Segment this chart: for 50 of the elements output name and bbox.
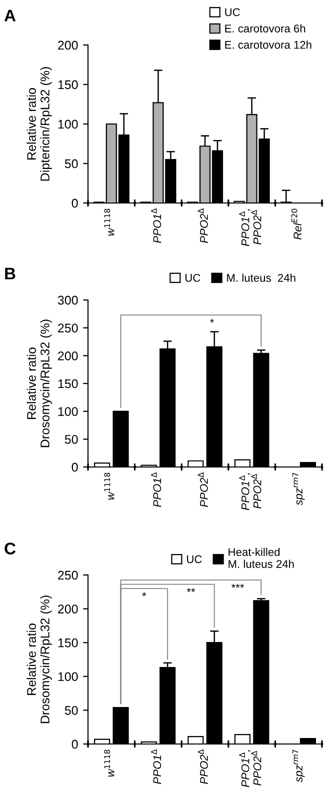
y-tick-label: 150: [58, 379, 78, 388]
x-tick-label: PPO1$^{Δ}$: [151, 208, 162, 243]
y-axis-title: Relative ratio Drosomycin/RpL32 (%): [26, 320, 52, 448]
chart-title: B: [5, 268, 16, 280]
legend-label: M. luteus 24h: [227, 274, 296, 282]
y-tick-label: 0: [72, 198, 78, 208]
legend-label: UC: [225, 8, 240, 16]
x-tick-label: spz$^{rm7}$: [292, 472, 305, 506]
x-tick-label: PPO1$^{Δ}$: [151, 749, 162, 784]
x-tick-label: PPO2$^{Δ}$: [198, 749, 208, 784]
y-tick-label: 150: [58, 638, 78, 648]
y-tick-label: 250: [58, 324, 78, 332]
y-axis-title: Relative ratio Diptericin/RpL32 (%): [26, 67, 52, 181]
x-tick-label: Rel$^{E20}$: [291, 208, 302, 240]
legend-label: Heat-killed M. luteus 24h: [228, 548, 294, 568]
y-tick-label: 100: [58, 407, 78, 416]
x-tick-label: PPO1$^{Δ}$, PPO2$^{Δ}$: [239, 209, 262, 246]
chart-title: A: [4, 10, 16, 22]
y-tick-label: 250: [58, 570, 78, 580]
y-axis-title: Relative ratio Drosomycin/RpL32 (%): [26, 596, 52, 724]
annotation: ***: [231, 584, 244, 588]
y-tick-label: 50: [64, 159, 78, 168]
y-tick-label: 50: [64, 706, 78, 715]
y-tick-label: 50: [64, 434, 78, 444]
x-tick-label: w$^{1118}$: [104, 750, 114, 777]
annotation: *: [210, 318, 214, 323]
x-tick-label: w$^{1118}$: [104, 472, 114, 500]
legend-label: E. carotovora 12h: [225, 40, 312, 49]
y-tick-label: 150: [58, 80, 78, 90]
y-tick-label: 200: [58, 604, 78, 614]
annotation: **: [186, 588, 196, 592]
x-tick-label: PPO2$^{Δ}$: [198, 472, 208, 507]
y-tick-label: 300: [58, 296, 78, 305]
y-tick-label: 0: [72, 740, 78, 749]
y-tick-label: 100: [58, 672, 78, 682]
x-tick-label: PPO1$^{Δ}$: [151, 472, 162, 507]
chart-title: C: [4, 542, 16, 554]
annotation: *: [142, 592, 146, 596]
legend-label: UC: [187, 555, 202, 564]
legend-label: E. carotovora 6h: [225, 24, 306, 32]
x-tick-label: PPO1$^{Δ}$, PPO2$^{Δ}$: [239, 750, 262, 788]
y-tick-label: 200: [58, 40, 78, 50]
y-tick-label: 100: [58, 120, 78, 129]
x-tick-label: spz$^{rm7}$: [292, 750, 305, 782]
y-tick-label: 200: [58, 351, 78, 360]
x-tick-label: PPO2$^{Δ}$: [198, 208, 208, 243]
x-tick-label: w$^{1118}$: [104, 208, 114, 236]
x-tick-label: PPO1$^{Δ}$, PPO2$^{Δ}$: [239, 473, 262, 510]
legend-label: UC: [185, 274, 200, 282]
y-tick-label: 0: [72, 462, 78, 472]
